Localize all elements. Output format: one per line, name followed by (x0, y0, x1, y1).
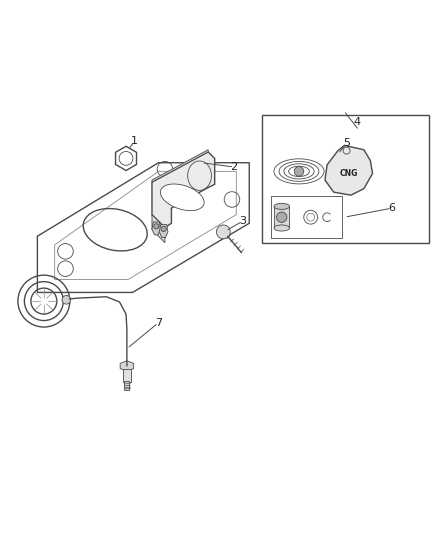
Text: 7: 7 (155, 318, 162, 328)
Ellipse shape (274, 204, 290, 209)
Text: CNG: CNG (339, 169, 358, 178)
Polygon shape (152, 150, 208, 182)
Bar (124, 381, 130, 390)
Text: 6: 6 (389, 203, 396, 213)
Text: 5: 5 (343, 138, 350, 148)
Bar (123, 369, 131, 382)
Polygon shape (152, 222, 161, 235)
Polygon shape (152, 152, 215, 228)
Polygon shape (159, 224, 168, 238)
Polygon shape (325, 146, 372, 195)
Circle shape (62, 295, 71, 304)
Circle shape (216, 225, 230, 239)
Polygon shape (120, 361, 134, 371)
Polygon shape (152, 215, 165, 243)
Text: 1: 1 (131, 136, 138, 146)
Circle shape (154, 224, 159, 229)
Text: 4: 4 (354, 117, 361, 127)
Text: 2: 2 (230, 162, 238, 172)
Ellipse shape (160, 184, 204, 211)
Text: 3: 3 (239, 216, 246, 226)
Bar (274, 206, 290, 228)
Bar (262, 115, 429, 243)
Circle shape (161, 227, 166, 231)
Circle shape (276, 212, 287, 222)
Ellipse shape (274, 225, 290, 231)
Bar (271, 196, 342, 238)
Ellipse shape (294, 167, 304, 176)
